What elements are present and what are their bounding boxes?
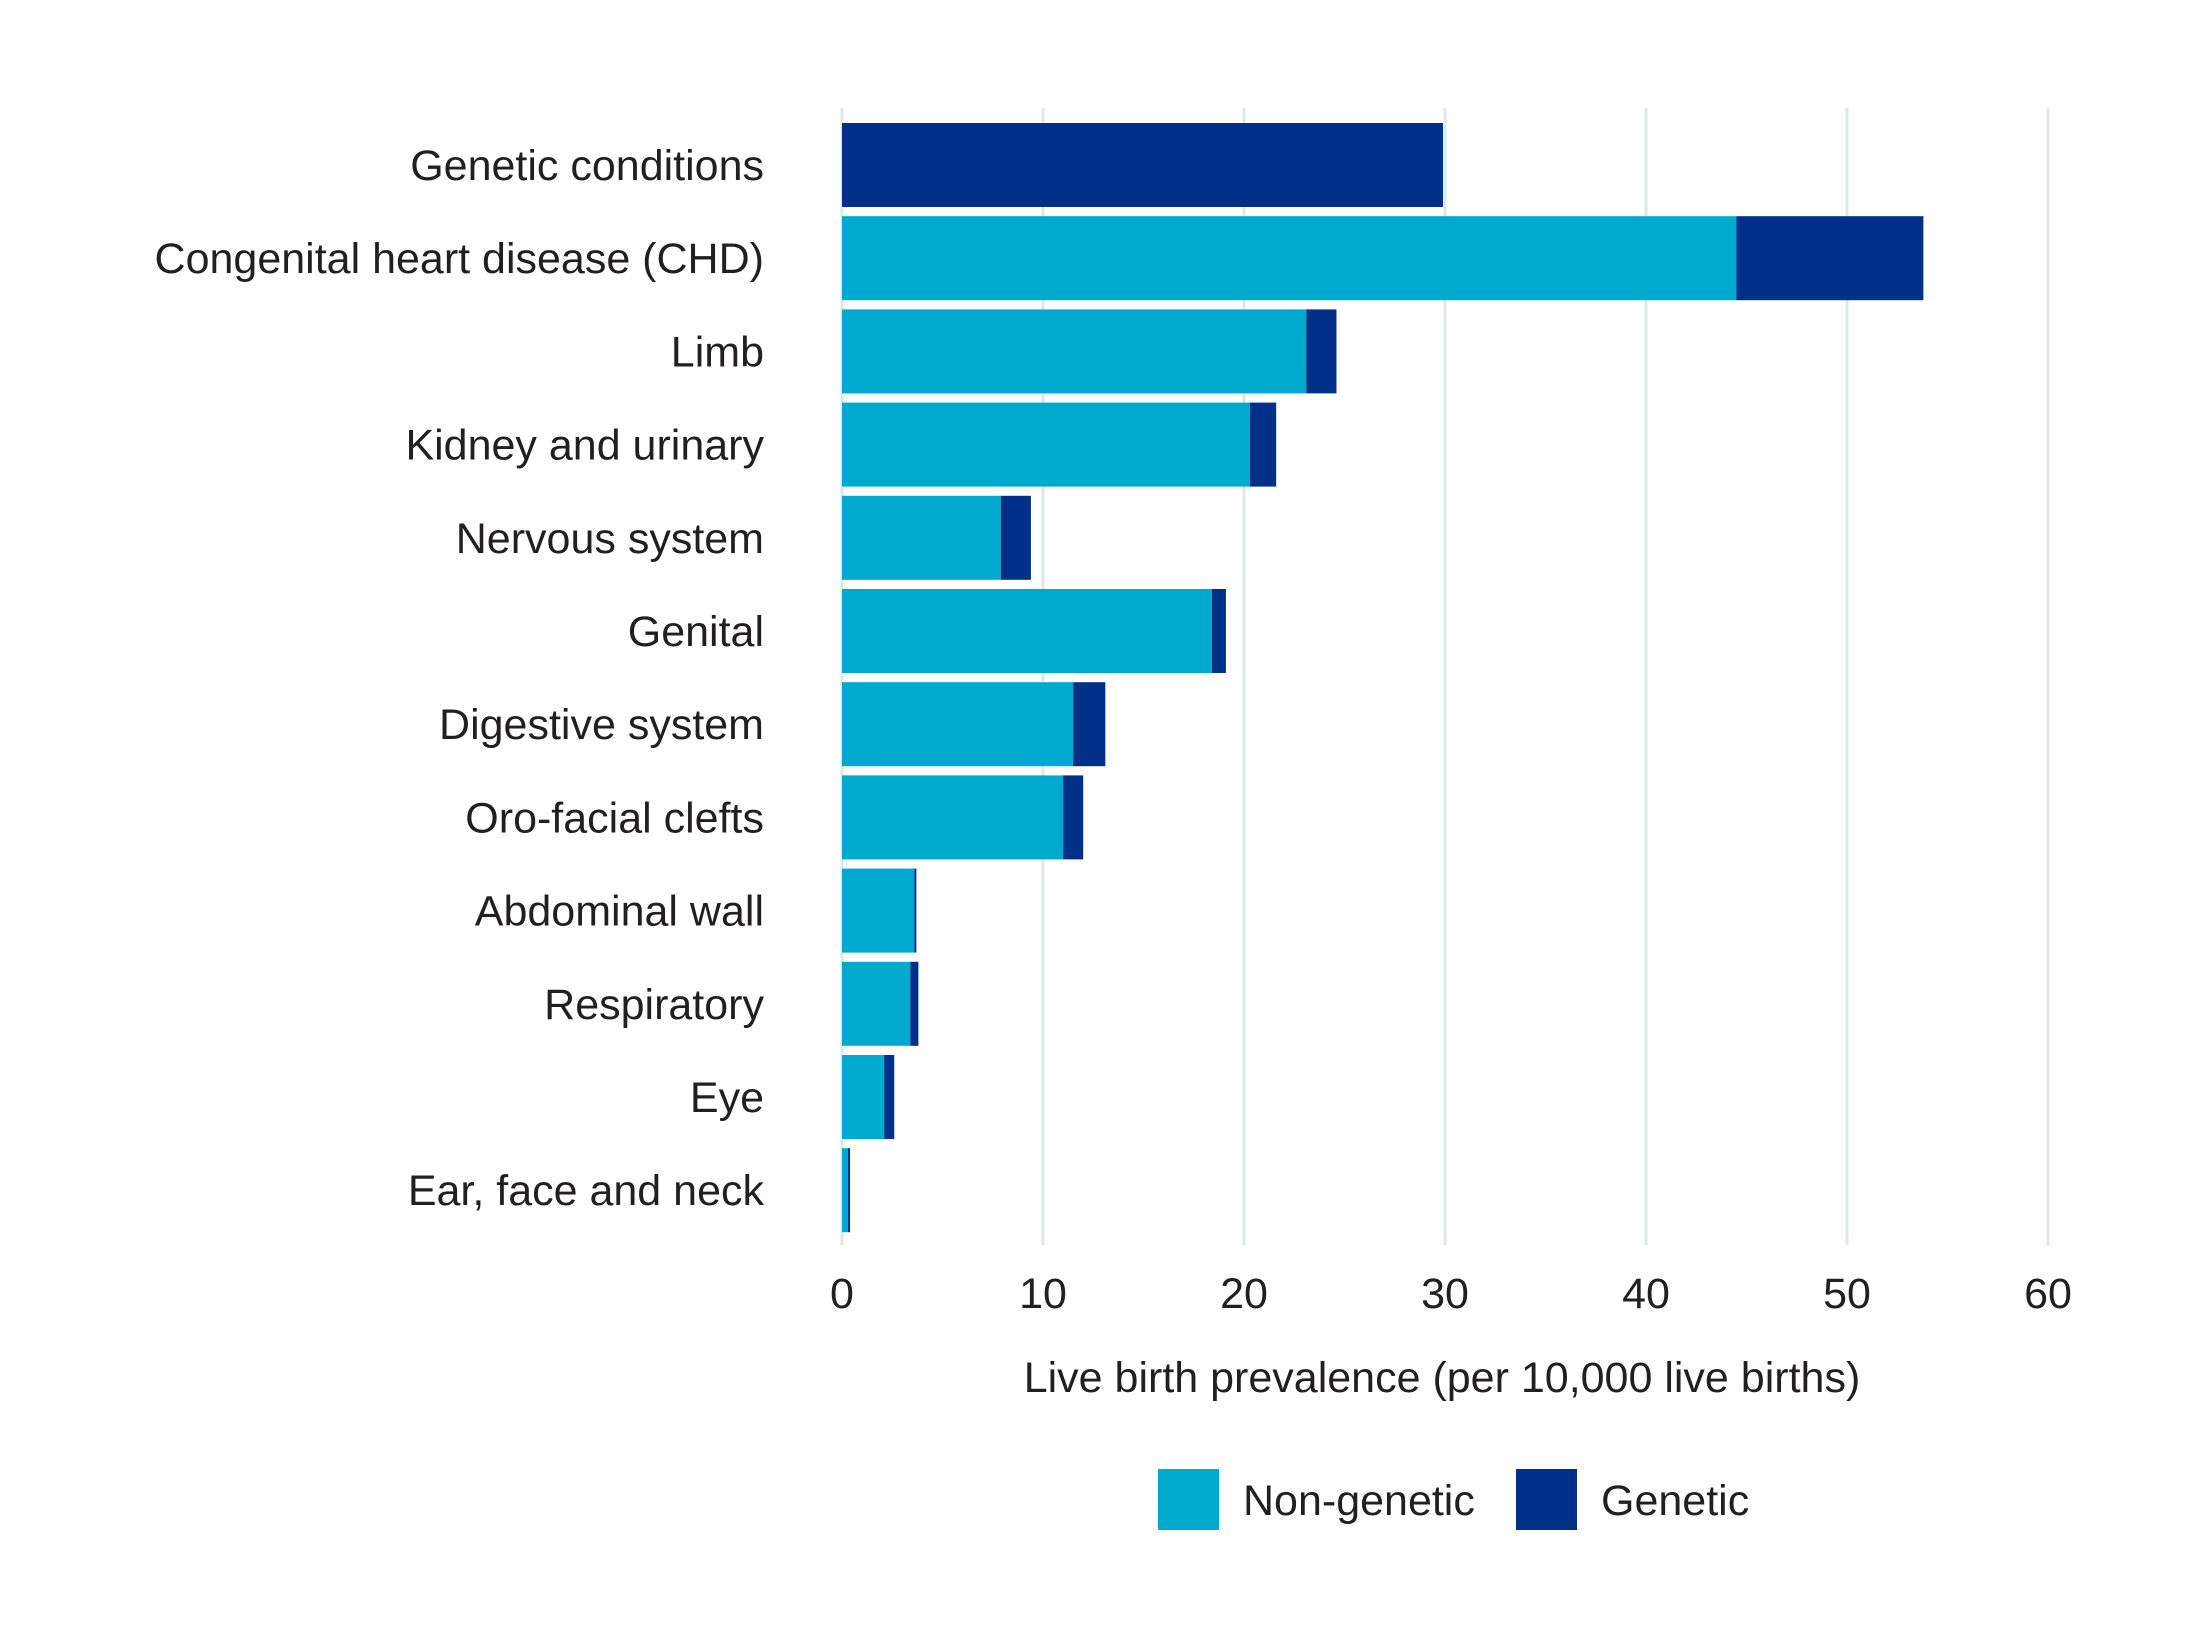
bar-nervous-system-non-genetic (842, 495, 1001, 580)
legend-swatch-genetic (1516, 1469, 1577, 1530)
category-label: Abdominal wall (475, 888, 764, 936)
category-label: Nervous system (456, 515, 764, 563)
bar-eye-genetic (884, 1055, 895, 1139)
x-tick-label: 30 (1421, 1270, 1469, 1318)
bar-nervous-system-genetic (1000, 495, 1031, 580)
legend: Non-genetic Genetic (1158, 1469, 1749, 1530)
bar-congenital-heart-disease-chd-genetic (1736, 216, 1924, 301)
x-tick-label: 0 (830, 1270, 854, 1318)
legend-label-genetic: Genetic (1601, 1477, 1749, 1525)
x-tick-label: 20 (1220, 1270, 1268, 1318)
bar-genetic-conditions-genetic (842, 123, 1443, 207)
x-tick-label: 60 (2024, 1270, 2072, 1318)
bar-abdominal-wall-genetic (914, 868, 917, 953)
category-label: Oro-facial clefts (465, 794, 764, 842)
bar-genital-non-genetic (842, 589, 1212, 673)
x-tick-label: 50 (1823, 1270, 1871, 1318)
bar-oro-facial-clefts-non-genetic (842, 775, 1064, 860)
category-label: Respiratory (544, 981, 764, 1029)
category-label: Ear, face and neck (408, 1167, 765, 1215)
bars (842, 123, 1924, 1233)
bar-ear-face-and-neck-non-genetic (842, 1148, 849, 1233)
category-label: Limb (671, 328, 764, 376)
legend-label-non-genetic: Non-genetic (1243, 1477, 1475, 1525)
x-axis-title: Live birth prevalence (per 10,000 live b… (1024, 1354, 1861, 1402)
bar-respiratory-genetic (910, 961, 919, 1046)
bar-oro-facial-clefts-genetic (1063, 775, 1084, 860)
category-labels: Genetic conditions Congenital heart disea… (155, 142, 765, 1215)
category-label: Kidney and urinary (405, 422, 764, 470)
bar-eye-non-genetic (842, 1055, 885, 1139)
bar-respiratory-non-genetic (842, 961, 911, 1046)
bar-digestive-system-non-genetic (842, 682, 1074, 767)
bar-kidney-and-urinary-genetic (1250, 402, 1277, 487)
category-label: Congenital heart disease (CHD) (155, 235, 764, 283)
category-label: Digestive system (439, 701, 764, 749)
category-label: Genital (628, 608, 764, 656)
category-label: Eye (690, 1074, 764, 1122)
bar-congenital-heart-disease-chd-non-genetic (842, 216, 1737, 301)
x-tick-label: 40 (1622, 1270, 1670, 1318)
bar-limb-genetic (1306, 309, 1337, 394)
bar-ear-face-and-neck-genetic (848, 1148, 851, 1233)
bar-limb-non-genetic (842, 309, 1307, 394)
bar-kidney-and-urinary-non-genetic (842, 402, 1251, 487)
legend-swatch-non-genetic (1158, 1469, 1219, 1530)
bar-genital-genetic (1211, 589, 1226, 673)
bar-abdominal-wall-non-genetic (842, 868, 915, 953)
category-label: Genetic conditions (410, 142, 764, 190)
x-tick-label: 10 (1019, 1270, 1067, 1318)
x-tick-labels: 0 10 20 30 40 50 60 (830, 1270, 2072, 1318)
bar-digestive-system-genetic (1073, 682, 1106, 767)
